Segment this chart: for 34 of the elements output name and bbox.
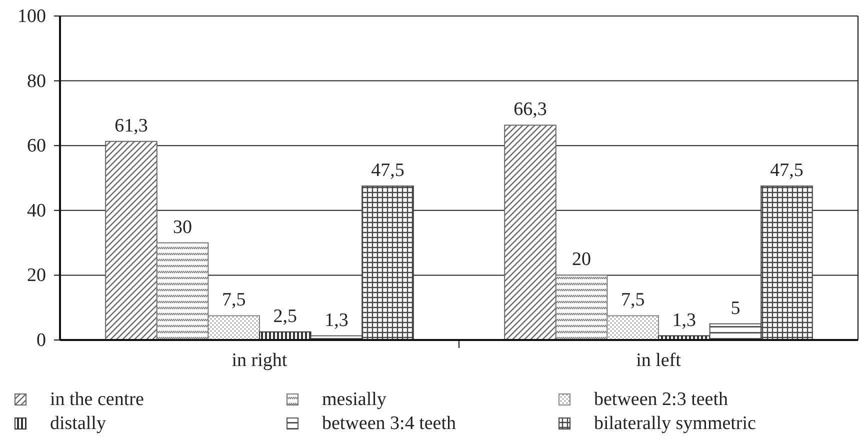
data-label: 66,3 [514,99,547,120]
bar [504,124,556,340]
legend-label: bilaterally symmetric [594,413,756,434]
data-label: 7,5 [620,290,645,311]
data-label: 47,5 [371,160,404,182]
x-tick-label: in left [636,350,682,371]
data-label: 1,3 [324,310,348,331]
data-label: 2,5 [273,306,298,327]
data-label: 1,3 [672,310,696,331]
bar [555,274,608,340]
bar [208,315,260,340]
y-tick-label: 100 [18,6,46,27]
y-tick-label: 80 [27,70,46,92]
bar [362,186,414,340]
data-label: 20 [572,249,592,270]
legend-label: between 2:3 teeth [594,389,728,410]
bar [760,186,813,340]
bar [105,140,158,340]
legend-label: in the centre [50,389,144,410]
data-label: 7,5 [222,290,246,311]
y-tick-label: 0 [36,330,46,351]
y-tick-label: 60 [27,136,46,157]
legend-label: between 3:4 teeth [322,413,456,434]
bar [606,315,659,340]
data-label: 47,5 [770,160,804,182]
data-label: 61,3 [114,115,148,136]
y-tick-label: 40 [27,200,46,222]
data-label: 5 [730,298,740,319]
bar [156,242,209,340]
data-label: 30 [173,216,192,238]
legend-label: distally [50,413,106,434]
y-tick-label: 20 [27,265,46,286]
legend-label: mesially [322,389,387,410]
x-tick-label: in right [232,350,288,371]
